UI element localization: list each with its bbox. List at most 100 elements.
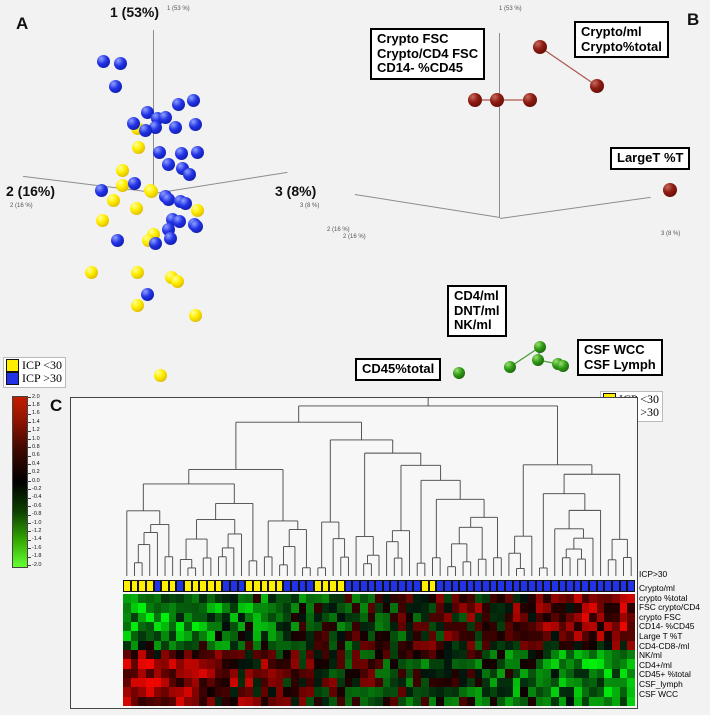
heatmap-cell — [566, 603, 574, 613]
colorbar-tick-label: -1.4 — [32, 536, 42, 543]
heatmap-cell — [283, 659, 292, 669]
heatmap-cell — [535, 612, 544, 622]
heatmap-cell — [367, 640, 376, 650]
heatmap-cell — [566, 640, 574, 650]
heatmap-cell — [161, 677, 169, 688]
heatmap-cell — [314, 677, 322, 688]
heatmap-cell — [321, 612, 330, 622]
heatmap-cell — [604, 677, 613, 688]
heatmap-cell — [123, 659, 131, 669]
crypto-fsc-box: Crypto FSC Crypto/CD4 FSC CD14- %CD45 — [370, 28, 486, 80]
colorbar-tick-label: 0.6 — [32, 452, 40, 459]
heatmap-cell — [543, 612, 551, 622]
heatmap-cell — [260, 594, 269, 604]
heatmap-cell — [237, 696, 246, 706]
heatmap-cell — [573, 640, 582, 650]
heatmap-cell — [436, 640, 444, 650]
heatmap-cell — [558, 659, 567, 669]
heatmap-cell — [252, 631, 261, 641]
heatmap-cell — [451, 612, 460, 622]
heatmap-cell — [214, 631, 223, 641]
heatmap-cell — [283, 621, 292, 632]
heatmap-cell — [489, 687, 498, 697]
heatmap-cell — [336, 621, 345, 632]
heatmap-cell — [405, 612, 414, 622]
heatmap-cell — [283, 687, 292, 697]
heatmap-cell — [291, 668, 299, 678]
heatmap-cell — [466, 687, 475, 697]
heatmap-cell — [390, 640, 399, 650]
heatmap-cell — [497, 603, 506, 613]
heatmap-cell — [474, 649, 483, 660]
icp-annotation-cell — [443, 580, 452, 592]
heatmap-cell — [314, 603, 322, 613]
heatmap-cell — [627, 696, 635, 706]
sample-point-icp-low — [115, 163, 129, 177]
heatmap-cell — [207, 687, 215, 697]
heatmap-cell — [336, 668, 345, 678]
heatmap-cell — [199, 687, 208, 697]
heatmap-cell — [191, 640, 200, 650]
heatmap-cell — [535, 621, 544, 632]
colorbar-tick-label: 0.4 — [32, 460, 40, 467]
heatmap-cell — [145, 687, 154, 697]
heatmap-cell — [191, 696, 200, 706]
heatmap-cell — [375, 668, 383, 678]
heatmap-cell — [466, 631, 475, 641]
heatmap-cell — [581, 640, 590, 650]
heatmap-cell — [123, 612, 131, 622]
icp-annotation-cell — [398, 580, 406, 592]
heatmap-cell — [252, 594, 261, 604]
heatmap-cell — [214, 612, 223, 622]
panel-b-axis-pc3 — [500, 196, 651, 219]
heatmap-cell — [466, 640, 475, 650]
heatmap-cell — [482, 649, 490, 660]
panel-b-pc1-tick: 1 (53 %) — [499, 6, 522, 12]
heatmap-cell — [619, 649, 628, 660]
heatmap-cell — [123, 631, 131, 641]
icp-annotation-cell — [352, 580, 360, 592]
heatmap-cell — [130, 594, 139, 604]
sample-point-icp-high — [96, 54, 110, 68]
heatmap-cell — [237, 640, 246, 650]
heatmap-cell — [222, 687, 230, 697]
heatmap-cell — [161, 631, 169, 641]
heatmap-cell — [138, 696, 146, 706]
heatmap-cell — [589, 649, 597, 660]
heatmap-cell — [497, 649, 506, 660]
heatmap-cell — [237, 659, 246, 669]
legend-label-icp-low: ICP <30 — [22, 358, 62, 372]
heatmap-cell — [497, 659, 506, 669]
heatmap-cell — [581, 603, 590, 613]
heatmap-cell — [612, 687, 620, 697]
heatmap-cell — [612, 631, 620, 641]
heatmap-cell — [283, 612, 292, 622]
heatmap-cell — [627, 603, 635, 613]
heatmap-cell — [520, 594, 528, 604]
heatmap-cell — [260, 612, 269, 622]
heatmap-cell — [291, 649, 299, 660]
heatmap-cell — [283, 631, 292, 641]
panel-b-pc2-tick: 2 (16 %) — [343, 234, 366, 240]
heatmap-cell — [359, 649, 368, 660]
heatmap-cell — [168, 687, 177, 697]
heatmap-cell — [382, 631, 391, 641]
heatmap-cell — [390, 594, 399, 604]
heatmap-cell — [596, 668, 605, 678]
heatmap-cell — [497, 594, 506, 604]
heatmap-cell — [168, 640, 177, 650]
heatmap-cell — [123, 594, 131, 604]
crypto-ml-box: Crypto/ml Crypto%total — [574, 21, 669, 59]
heatmap-cell — [184, 668, 192, 678]
heatmap-cell — [436, 659, 444, 669]
heatmap-cell — [275, 603, 284, 613]
heatmap-cell — [153, 594, 162, 604]
heatmap-cell — [398, 649, 406, 660]
heatmap-cell — [336, 594, 345, 604]
heatmap-cell — [489, 659, 498, 669]
heatmap-cell — [153, 696, 162, 706]
icp-annotation-cell — [245, 580, 253, 592]
heatmap-cell — [421, 603, 429, 613]
heatmap-cell — [184, 640, 192, 650]
colorbar-tick-label: -1.0 — [32, 519, 42, 526]
